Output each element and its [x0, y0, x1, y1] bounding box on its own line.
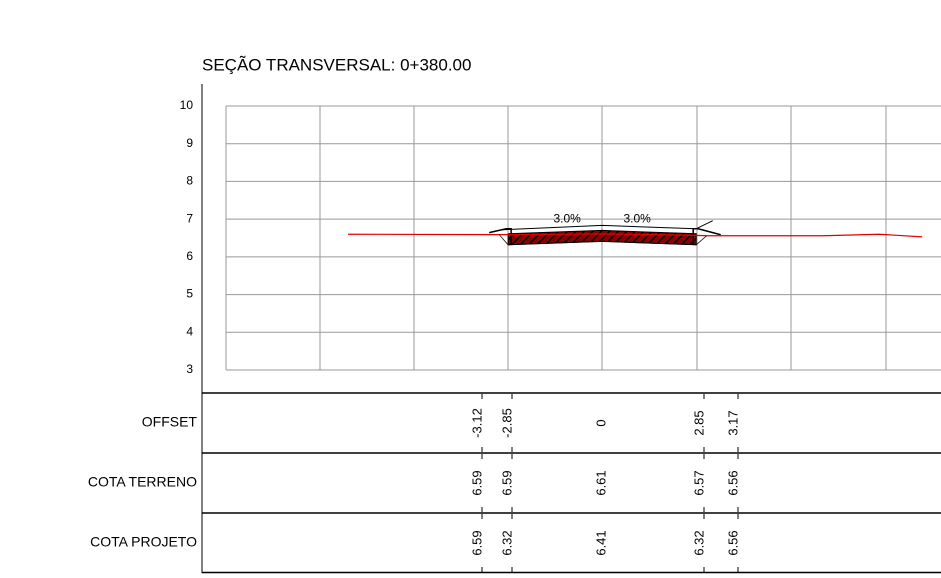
- y-tick-label: 8: [186, 174, 193, 188]
- cell-value: 6.59: [469, 530, 484, 555]
- cell-value: 3.17: [725, 410, 740, 435]
- curb: [692, 228, 721, 245]
- y-tick-label: 4: [186, 324, 193, 338]
- row-label: COTA TERRENO: [88, 474, 197, 490]
- y-tick-label: 6: [186, 249, 193, 263]
- slope-label: 3.0%: [553, 212, 581, 226]
- y-tick-label: 9: [186, 136, 193, 150]
- slope-label: 3.0%: [623, 212, 651, 226]
- cell-value: 6.56: [725, 530, 740, 555]
- cell-value: 6.57: [691, 470, 706, 495]
- y-tick-label: 5: [186, 287, 193, 301]
- design-line: [498, 234, 707, 246]
- y-tick-label: 10: [180, 98, 194, 112]
- section-title: SEÇÃO TRANSVERSAL: 0+380.00: [202, 55, 471, 74]
- cell-value: 2.85: [691, 410, 706, 435]
- row-label: COTA PROJETO: [90, 534, 197, 550]
- y-tick-label: 7: [186, 211, 193, 225]
- terrain-line: [348, 233, 923, 238]
- curb: [489, 228, 512, 245]
- cell-value: 6.32: [499, 530, 514, 555]
- surface-line: [502, 220, 713, 231]
- cell-value: -2.85: [499, 408, 514, 438]
- cell-value: 0: [593, 419, 608, 426]
- cell-value: 6.56: [725, 470, 740, 495]
- row-label: OFFSET: [142, 414, 198, 430]
- cell-value: 6.59: [469, 470, 484, 495]
- cell-value: -3.12: [469, 408, 484, 438]
- cell-value: 6.41: [593, 530, 608, 555]
- y-tick-label: 3: [186, 362, 193, 376]
- cell-value: 6.59: [499, 470, 514, 495]
- cell-value: 6.32: [691, 530, 706, 555]
- cell-value: 6.61: [593, 470, 608, 495]
